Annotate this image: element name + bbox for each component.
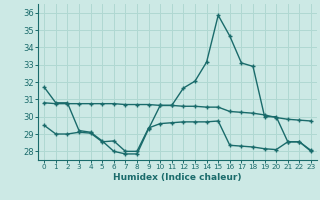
X-axis label: Humidex (Indice chaleur): Humidex (Indice chaleur) bbox=[113, 173, 242, 182]
